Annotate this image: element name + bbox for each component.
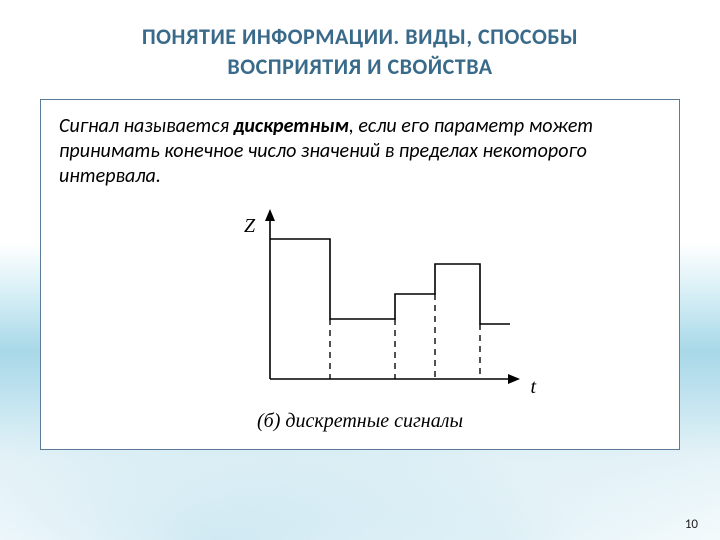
page-number: 10 <box>685 517 698 532</box>
title-line-1: ПОНЯТИЕ ИНФОРМАЦИИ. ВИДЫ, СПОСОБЫ <box>142 23 578 50</box>
desc-bold: дискретным <box>234 114 349 138</box>
axis-label-z: Z <box>244 215 255 238</box>
description-text: Сигнал называется дискретным, если его п… <box>59 114 661 189</box>
axis-label-t: t <box>530 376 536 399</box>
title-line-2: ВОСПРИЯТИЯ И СВОЙСТВА <box>227 53 492 80</box>
slide-title: ПОНЯТИЕ ИНФОРМАЦИИ. ВИДЫ, СПОСОБЫ ВОСПРИ… <box>0 0 720 91</box>
chart-caption: (б) дискретные сигналы <box>180 410 540 433</box>
chart-area: Z t (б) дискретные сигналы <box>59 209 661 433</box>
desc-pre: Сигнал называется <box>59 114 234 138</box>
content-box: Сигнал называется дискретным, если его п… <box>40 99 680 450</box>
discrete-signal-chart <box>180 209 540 399</box>
